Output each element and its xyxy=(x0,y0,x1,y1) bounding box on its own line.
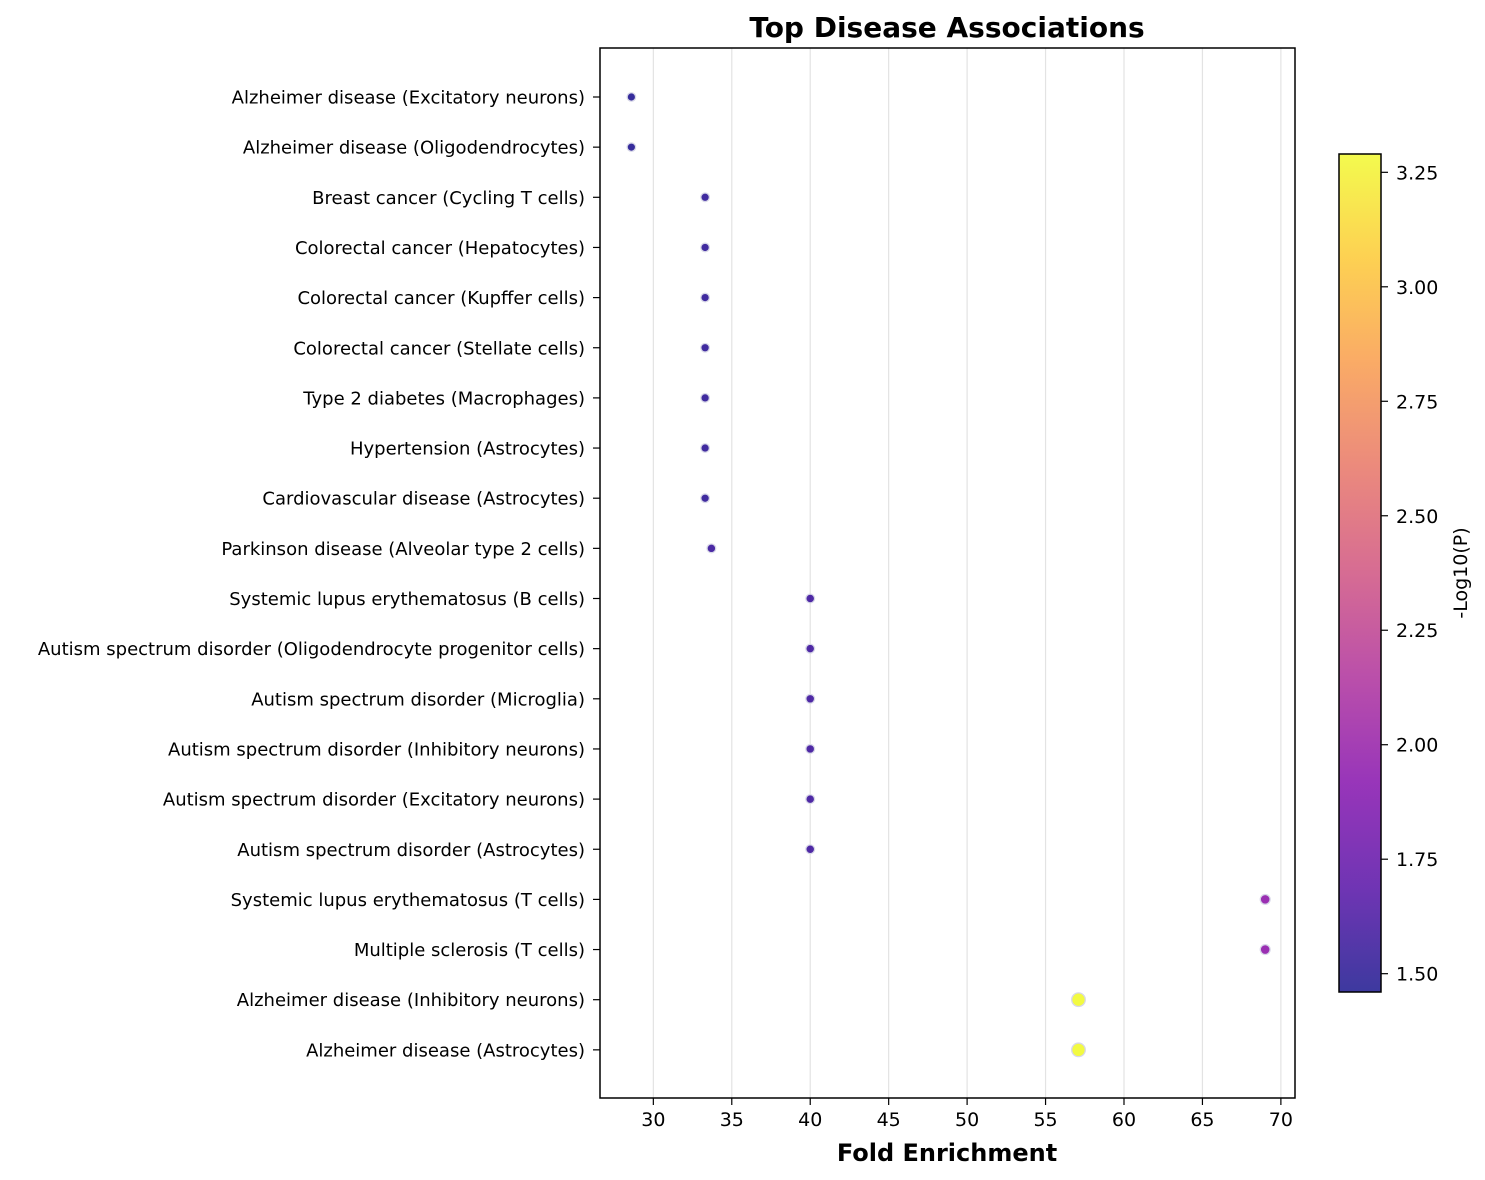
data-point xyxy=(1259,943,1271,956)
colorbar-ticks: 1.50 1.75 2.00 2.25 2.50 2.75 3.00 3.25 xyxy=(1381,162,1438,986)
colorbar-tick-label: 2.00 xyxy=(1396,735,1438,757)
category-label: Cardiovascular disease (Astrocytes) xyxy=(262,489,585,510)
category-label: Alzheimer disease (Astrocytes) xyxy=(306,1040,585,1061)
colorbar-label: -Log10(P) xyxy=(1450,527,1472,618)
data-point xyxy=(805,593,816,604)
data-point xyxy=(700,192,711,203)
x-tick-label: 50 xyxy=(955,1109,979,1131)
category-label: Autism spectrum disorder (Oligodendrocyt… xyxy=(38,639,585,660)
data-point xyxy=(805,844,816,855)
category-label: Type 2 diabetes (Macrophages) xyxy=(302,388,585,409)
category-label: Colorectal cancer (Kupffer cells) xyxy=(297,288,585,309)
data-point xyxy=(805,643,816,654)
y-axis-ticks: Alzheimer disease (Excitatory neurons) Al… xyxy=(38,88,600,1061)
colorbar-tick-label: 1.75 xyxy=(1396,849,1438,871)
x-axis-label: Fold Enrichment xyxy=(837,1139,1057,1167)
data-point xyxy=(805,794,816,805)
x-tick-label: 30 xyxy=(641,1109,665,1131)
category-label: Alzheimer disease (Inhibitory neurons) xyxy=(237,990,585,1011)
x-tick-label: 40 xyxy=(798,1109,822,1131)
data-point xyxy=(700,292,711,303)
category-label: Autism spectrum disorder (Astrocytes) xyxy=(237,840,585,861)
colorbar-tick-label: 2.75 xyxy=(1396,391,1438,413)
colorbar-tick-label: 3.00 xyxy=(1396,277,1438,299)
category-label: Alzheimer disease (Oligodendrocytes) xyxy=(243,138,585,159)
category-label: Systemic lupus erythematosus (B cells) xyxy=(229,589,585,610)
chart-title: Top Disease Associations xyxy=(749,11,1144,44)
category-label: Breast cancer (Cycling T cells) xyxy=(312,188,585,209)
x-tick-label: 60 xyxy=(1112,1109,1136,1131)
data-point xyxy=(700,392,711,403)
category-label: Parkinson disease (Alveolar type 2 cells… xyxy=(221,539,585,560)
data-point xyxy=(700,493,711,504)
category-label: Autism spectrum disorder (Excitatory neu… xyxy=(163,790,585,811)
x-tick-label: 70 xyxy=(1269,1109,1293,1131)
x-tick-label: 35 xyxy=(720,1109,744,1131)
plot-frame xyxy=(599,47,1296,1099)
x-tick-label: 45 xyxy=(877,1109,901,1131)
data-point xyxy=(700,242,711,253)
category-label: Systemic lupus erythematosus (T cells) xyxy=(231,890,585,911)
category-label: Hypertension (Astrocytes) xyxy=(350,439,585,460)
colorbar xyxy=(1338,153,1382,993)
category-label: Autism spectrum disorder (Inhibitory neu… xyxy=(168,739,585,760)
colorbar-tick-label: 2.25 xyxy=(1396,620,1438,642)
x-tick-label: 65 xyxy=(1190,1109,1214,1131)
colorbar-tick-label: 1.50 xyxy=(1396,964,1438,986)
x-tick-label: 55 xyxy=(1033,1109,1057,1131)
x-axis-ticks: 30 35 40 45 50 55 60 65 70 xyxy=(641,1098,1293,1131)
data-point xyxy=(1071,1042,1086,1058)
data-point xyxy=(1071,992,1086,1008)
data-point xyxy=(1259,893,1271,905)
data-point xyxy=(700,443,711,453)
category-label: Colorectal cancer (Hepatocytes) xyxy=(295,238,585,259)
colorbar-tick-label: 2.50 xyxy=(1396,506,1438,528)
category-label: Alzheimer disease (Excitatory neurons) xyxy=(232,88,585,109)
data-point xyxy=(706,543,717,554)
category-label: Multiple sclerosis (T cells) xyxy=(354,940,585,961)
category-label: Colorectal cancer (Stellate cells) xyxy=(293,338,585,359)
data-point xyxy=(700,342,711,353)
data-point xyxy=(805,693,816,704)
colorbar-tick-label: 3.25 xyxy=(1396,162,1438,184)
data-point xyxy=(805,743,816,754)
data-point xyxy=(626,92,637,102)
category-label: Autism spectrum disorder (Microglia) xyxy=(251,689,585,710)
x-gridlines xyxy=(652,48,1282,1098)
data-points xyxy=(626,92,1271,1058)
data-point xyxy=(626,142,637,153)
